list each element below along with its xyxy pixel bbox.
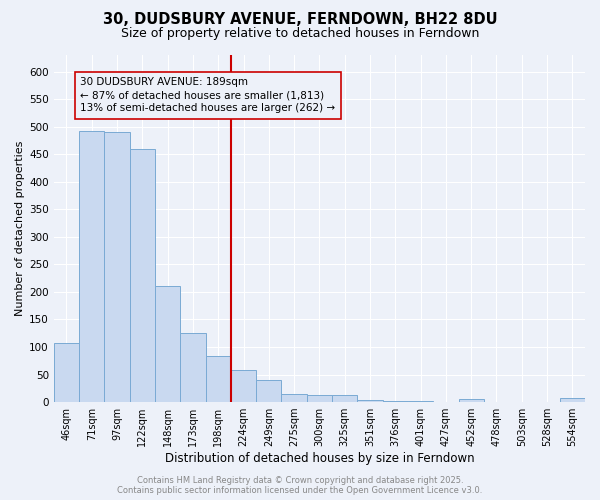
Bar	[560, 398, 585, 402]
X-axis label: Distribution of detached houses by size in Ferndown: Distribution of detached houses by size …	[164, 452, 474, 465]
Bar	[180, 333, 206, 402]
Bar	[231, 370, 256, 402]
Bar	[332, 396, 358, 402]
Bar	[358, 400, 383, 402]
Bar	[130, 148, 155, 402]
Bar	[281, 394, 307, 402]
Text: 30 DUDSBURY AVENUE: 189sqm
← 87% of detached houses are smaller (1,813)
13% of s: 30 DUDSBURY AVENUE: 189sqm ← 87% of deta…	[80, 77, 335, 114]
Bar	[458, 399, 484, 402]
Bar	[54, 343, 79, 402]
Bar	[104, 132, 130, 402]
Bar	[206, 356, 231, 402]
Bar	[79, 131, 104, 402]
Bar	[256, 380, 281, 402]
Bar	[307, 396, 332, 402]
Bar	[383, 401, 408, 402]
Text: Contains HM Land Registry data © Crown copyright and database right 2025.
Contai: Contains HM Land Registry data © Crown c…	[118, 476, 482, 495]
Y-axis label: Number of detached properties: Number of detached properties	[15, 141, 25, 316]
Text: 30, DUDSBURY AVENUE, FERNDOWN, BH22 8DU: 30, DUDSBURY AVENUE, FERNDOWN, BH22 8DU	[103, 12, 497, 28]
Text: Size of property relative to detached houses in Ferndown: Size of property relative to detached ho…	[121, 28, 479, 40]
Bar	[408, 401, 433, 402]
Bar	[155, 286, 180, 402]
